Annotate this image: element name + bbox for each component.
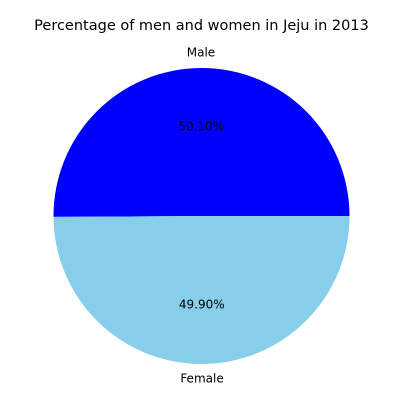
pie-labels: Male 50.10% Female 49.90%: [178, 46, 224, 386]
pie-slice-male: [53, 67, 350, 217]
chart-title: Percentage of men and women in Jeju in 2…: [34, 18, 369, 34]
slice-label-male: Male: [187, 46, 215, 60]
percentage-label-female: 49.90%: [179, 297, 225, 311]
pie-slice-female: [53, 216, 350, 364]
slice-label-female: Female: [180, 371, 223, 385]
percentage-label-male: 50.10%: [178, 120, 224, 134]
pie-slices: [53, 67, 350, 364]
